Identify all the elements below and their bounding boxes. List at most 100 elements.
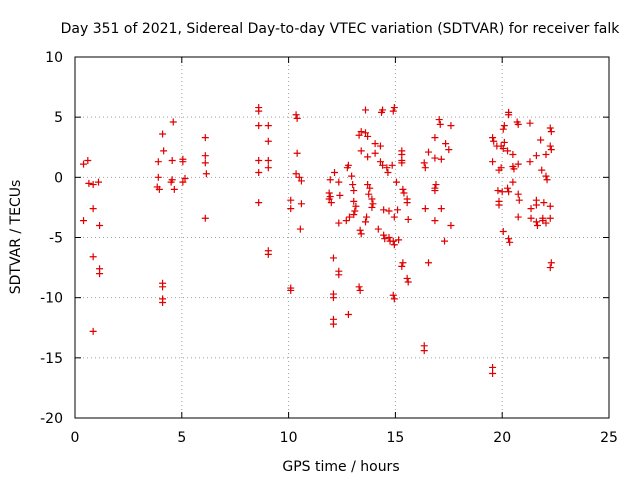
data-point	[293, 114, 301, 122]
data-point	[361, 106, 369, 114]
data-point	[297, 200, 305, 208]
data-point	[442, 140, 450, 148]
data-point	[326, 176, 334, 184]
data-point	[380, 231, 388, 239]
data-point	[366, 184, 374, 192]
data-point	[329, 320, 337, 328]
data-point	[179, 178, 187, 186]
data-point	[344, 311, 352, 319]
data-point	[80, 217, 88, 225]
data-point	[350, 211, 358, 219]
data-point	[169, 118, 177, 126]
data-point	[497, 164, 505, 172]
data-point	[89, 205, 97, 213]
data-point	[546, 124, 554, 132]
data-point	[504, 184, 512, 192]
data-point	[436, 120, 444, 128]
data-point	[297, 177, 305, 185]
data-point	[489, 158, 497, 166]
data-point	[363, 213, 371, 221]
data-point	[532, 218, 540, 226]
data-point	[264, 250, 272, 258]
data-point	[369, 200, 377, 208]
data-point	[494, 187, 502, 195]
data-point	[351, 207, 359, 215]
data-point	[499, 144, 507, 152]
data-point	[336, 191, 344, 199]
data-point	[357, 147, 365, 155]
data-point	[547, 146, 555, 154]
data-point	[89, 253, 97, 261]
y-tick-label: -15	[40, 351, 63, 367]
data-point	[355, 131, 363, 139]
data-point	[500, 122, 508, 130]
data-point	[335, 271, 343, 279]
data-point	[364, 181, 372, 189]
data-point	[398, 150, 406, 158]
data-point	[368, 195, 376, 203]
data-point	[537, 136, 545, 144]
data-point	[96, 221, 104, 229]
data-point	[532, 152, 540, 160]
data-point	[542, 172, 550, 180]
data-point	[404, 278, 412, 286]
data-point	[385, 234, 393, 241]
data-point	[371, 140, 379, 148]
data-point	[390, 213, 398, 221]
data-point	[421, 164, 429, 172]
data-point	[388, 161, 396, 169]
y-tick-label: -20	[40, 411, 63, 427]
data-point	[489, 369, 497, 377]
data-point	[84, 156, 92, 164]
data-point	[394, 206, 402, 214]
data-point	[379, 161, 387, 169]
data-point	[392, 178, 400, 186]
data-point	[490, 137, 498, 145]
data-point	[385, 207, 393, 215]
data-point	[342, 217, 350, 225]
data-point	[500, 138, 508, 146]
data-point	[355, 283, 363, 291]
x-axis-label: GPS time / hours	[282, 459, 399, 475]
data-point	[431, 154, 439, 162]
data-point	[348, 172, 356, 180]
data-point	[509, 178, 517, 186]
data-point	[389, 291, 397, 299]
data-point	[526, 119, 534, 127]
data-point	[331, 169, 339, 177]
data-point	[159, 130, 167, 138]
data-point	[364, 153, 372, 161]
data-point	[325, 189, 333, 197]
data-point	[356, 286, 364, 294]
data-point	[509, 150, 517, 158]
data-point	[356, 226, 364, 234]
data-point	[384, 169, 392, 177]
data-point	[431, 134, 439, 142]
data-point	[514, 160, 522, 168]
data-point	[170, 185, 178, 193]
y-tick-label: -10	[40, 291, 63, 307]
data-point	[533, 221, 541, 229]
data-point	[499, 227, 507, 235]
data-point	[383, 164, 391, 172]
data-point	[160, 147, 168, 155]
data-point	[80, 160, 88, 168]
data-point	[179, 155, 187, 163]
data-point	[350, 197, 358, 205]
data-point	[365, 190, 373, 198]
data-point	[431, 187, 439, 195]
data-point	[542, 219, 550, 227]
y-tick-label: 10	[45, 50, 63, 66]
data-point	[85, 179, 93, 187]
data-point	[357, 128, 365, 136]
data-point	[264, 122, 272, 130]
data-point	[420, 347, 428, 355]
data-point	[293, 149, 301, 157]
x-tick-label: 10	[280, 430, 298, 446]
data-point	[499, 125, 507, 133]
data-point	[335, 178, 343, 186]
data-point	[381, 235, 389, 243]
y-axis-label: SDTVAR / TECUs	[8, 180, 24, 295]
